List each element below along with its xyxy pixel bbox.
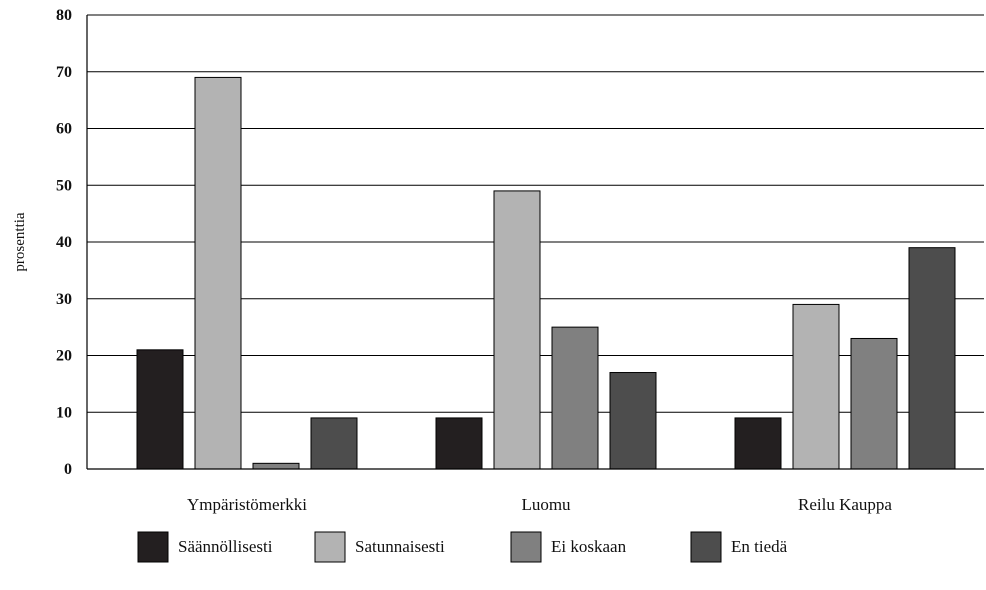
y-tick-label: 20 (56, 348, 72, 365)
y-tick-label: 60 (56, 121, 72, 138)
bar (435, 417, 483, 470)
x-tick-label: Luomu (521, 495, 571, 514)
bar (136, 349, 184, 470)
bar (734, 417, 782, 470)
y-tick-label: 10 (56, 404, 72, 421)
bar (551, 326, 599, 470)
legend-label: Ei koskaan (551, 537, 627, 556)
y-tick-label: 30 (56, 291, 72, 308)
legend: Säännöllisesti Satunnaisesti Ei koskaan En … (137, 531, 788, 563)
x-tick-label: Ympäristömerkki (187, 495, 307, 514)
bar (310, 417, 358, 470)
y-tick-label: 70 (56, 64, 72, 81)
legend-label: Satunnaisesti (355, 537, 445, 556)
bar (252, 462, 300, 470)
legend-swatch (137, 531, 169, 563)
legend-label: En tiedä (731, 537, 788, 556)
y-axis-label: prosenttia (12, 212, 28, 271)
bar (194, 76, 242, 470)
bars (136, 76, 956, 470)
y-tick-label: 40 (56, 234, 72, 251)
x-tick-label: Reilu Kauppa (798, 495, 892, 514)
legend-swatch (510, 531, 542, 563)
bar (493, 190, 541, 470)
bar (850, 337, 898, 470)
y-tick-label: 80 (56, 7, 72, 24)
axes (86, 15, 984, 470)
y-tick-label: 50 (56, 177, 72, 194)
y-tick-label: 0 (64, 461, 72, 478)
legend-swatch (690, 531, 722, 563)
bar (609, 372, 657, 470)
y-tick-labels: 0 10 20 30 40 50 60 70 80 (56, 7, 72, 478)
bar (792, 303, 840, 470)
x-tick-labels: Ympäristömerkki Luomu Reilu Kauppa (187, 495, 892, 514)
legend-swatch (314, 531, 346, 563)
legend-label: Säännöllisesti (178, 537, 273, 556)
bar (908, 247, 956, 470)
